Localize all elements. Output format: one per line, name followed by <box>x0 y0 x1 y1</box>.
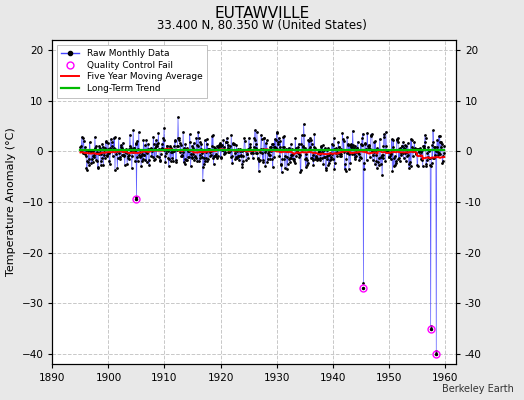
Text: EUTAWVILLE: EUTAWVILLE <box>214 6 310 21</box>
Text: 33.400 N, 80.350 W (United States): 33.400 N, 80.350 W (United States) <box>157 19 367 32</box>
Legend: Raw Monthly Data, Quality Control Fail, Five Year Moving Average, Long-Term Tren: Raw Monthly Data, Quality Control Fail, … <box>57 44 207 98</box>
Y-axis label: Temperature Anomaly (°C): Temperature Anomaly (°C) <box>6 128 16 276</box>
Text: Berkeley Earth: Berkeley Earth <box>442 384 514 394</box>
